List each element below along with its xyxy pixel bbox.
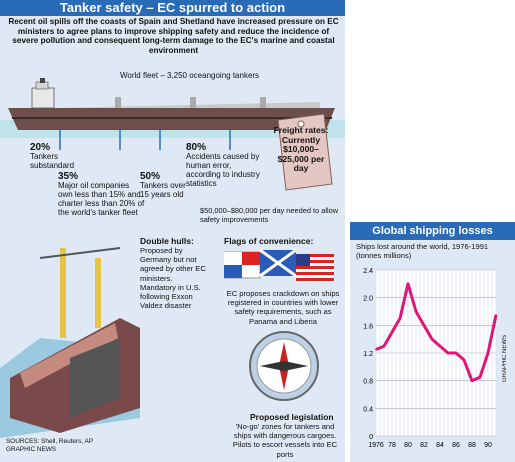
price-tag-icon bbox=[277, 113, 333, 191]
stat-text: Major oil companies own less than 15% an… bbox=[58, 181, 145, 217]
data-point bbox=[431, 338, 433, 340]
stat-oil-companies: 35% Major oil companies own less than 15… bbox=[58, 171, 146, 218]
ship-cutaway-illustration bbox=[0, 247, 140, 438]
stat-pct: 35% bbox=[58, 171, 79, 182]
chart-credit: GRAPHIC NEWS bbox=[502, 335, 508, 383]
stat-pct: 20% bbox=[30, 142, 51, 153]
line-chart: 0 0.4 0.8 1.2 1.6 2.0 2.4 1976 78 80 82 84 86 88 90 bbox=[363, 268, 498, 449]
y-tick-label: 0.8 bbox=[363, 379, 373, 386]
y-tick-label: 2.0 bbox=[363, 296, 373, 303]
data-point bbox=[415, 310, 417, 313]
stat-text: Tankers substandard bbox=[30, 152, 75, 170]
x-tick-label: 78 bbox=[388, 442, 396, 449]
freight-rates: Freight rates: Currently $10,000–$25,000… bbox=[273, 125, 329, 174]
chart-title: Global shipping losses bbox=[350, 222, 515, 240]
stat-connectors bbox=[59, 130, 231, 150]
page-title: Tanker safety – EC spurred to action bbox=[0, 0, 345, 16]
series-line bbox=[375, 282, 498, 383]
x-tick-label: 82 bbox=[420, 442, 428, 449]
tanker-illustration bbox=[8, 78, 335, 130]
data-point bbox=[423, 324, 425, 327]
data-point bbox=[471, 379, 473, 382]
x-tick-label: 1976 bbox=[368, 442, 384, 449]
y-tick-label: 1.6 bbox=[363, 323, 373, 330]
data-point bbox=[375, 348, 377, 351]
data-point bbox=[463, 359, 465, 361]
intro-text: Recent oil spills off the coasts of Spai… bbox=[8, 17, 339, 55]
sources-line: SOURCES: Shell, Reuters, AP bbox=[6, 438, 94, 445]
data-point bbox=[383, 345, 385, 347]
y-tick-label: 0 bbox=[369, 434, 373, 441]
compass-icon bbox=[249, 331, 319, 401]
panel-divider bbox=[345, 0, 350, 462]
double-hulls-text: Proposed by Germany but not agreed by ot… bbox=[140, 246, 206, 311]
stat-text: Tankers over 15 years old bbox=[140, 181, 186, 199]
cost-note: $50,000–$80,000 per day needed to allow … bbox=[200, 206, 339, 224]
stat-substandard: 20% Tankers substandard bbox=[30, 142, 90, 171]
credit-line: GRAPHIC NEWS bbox=[6, 446, 57, 453]
stat-text: Accidents caused by human error, accordi… bbox=[186, 152, 260, 188]
y-tick-label: 2.4 bbox=[363, 268, 373, 275]
stat-age: 50% Tankers over 15 years old bbox=[140, 171, 192, 200]
legislation-title: Proposed legislation bbox=[250, 412, 334, 422]
legislation-text: 'No-go' zones for tankers and ships with… bbox=[232, 422, 338, 459]
flags-text: EC proposes crackdown on ships registere… bbox=[226, 289, 340, 326]
data-point bbox=[487, 352, 489, 354]
x-tick-label: 90 bbox=[484, 442, 492, 449]
data-point bbox=[455, 352, 457, 354]
data-point bbox=[439, 345, 441, 347]
data-point bbox=[391, 331, 393, 334]
data-point bbox=[479, 376, 481, 379]
fleet-label: World fleet – 3,250 oceangoing tankers bbox=[120, 71, 260, 80]
stat-pct: 50% bbox=[140, 171, 161, 182]
stat-pct: 80% bbox=[186, 142, 207, 153]
double-hulls-title: Double hulls: bbox=[140, 236, 194, 246]
sources: SOURCES: Shell, Reuters, AP GRAPHIC NEWS bbox=[6, 438, 93, 454]
data-point bbox=[407, 283, 409, 285]
data-point bbox=[399, 317, 401, 320]
data-point bbox=[495, 314, 497, 316]
y-tick-label: 1.2 bbox=[363, 351, 373, 358]
x-tick-label: 86 bbox=[452, 442, 460, 449]
x-tick-label: 88 bbox=[468, 442, 476, 449]
data-point bbox=[447, 352, 449, 354]
x-tick-label: 80 bbox=[404, 442, 412, 449]
x-tick-label: 84 bbox=[436, 442, 444, 449]
y-tick-label: 0.4 bbox=[363, 406, 373, 413]
stat-human-error: 80% Accidents caused by human error, acc… bbox=[186, 142, 268, 189]
flags-icon bbox=[224, 248, 334, 282]
chart-subtitle: Ships lost around the world, 1976-1991 (… bbox=[356, 242, 489, 260]
flags-title: Flags of convenience: bbox=[224, 236, 314, 246]
